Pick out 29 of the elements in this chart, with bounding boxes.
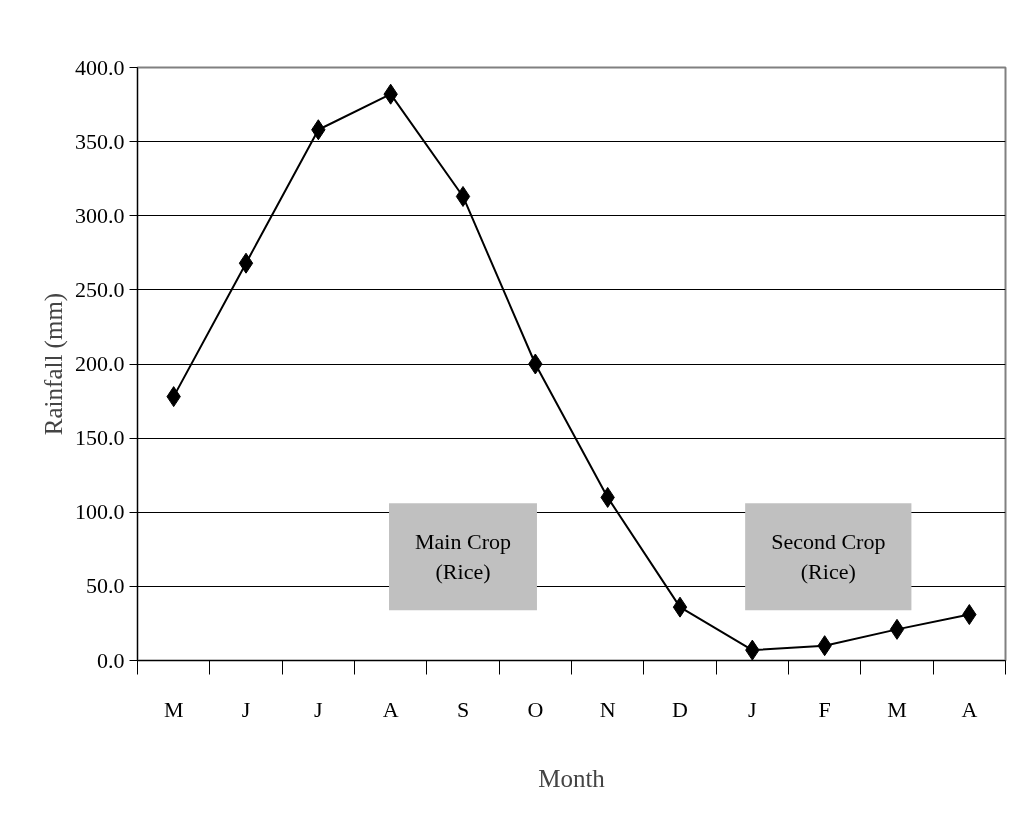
y-tick-label: 400.0 — [75, 54, 125, 80]
x-tick-label: S — [456, 696, 470, 722]
x-tick-label: F — [818, 696, 831, 722]
x-tick-label: J — [241, 696, 251, 722]
x-tick-label: M — [887, 696, 907, 722]
y-tick-label: 200.0 — [75, 351, 125, 376]
x-tick-label: N — [599, 696, 616, 722]
y-tick-label: 350.0 — [75, 128, 125, 154]
y-tick-label: 50.0 — [86, 573, 125, 599]
point — [889, 618, 905, 640]
x-tick-label: J — [314, 696, 324, 722]
x-axis-title: Month — [538, 764, 606, 792]
point — [672, 596, 688, 618]
annotation: Main Crop (Rice) — [415, 529, 511, 585]
point — [238, 252, 254, 274]
y-tick-label: 0.0 — [97, 647, 125, 673]
y-axis-title: Rainfall (mm) — [40, 292, 68, 436]
y-tick-label: 150.0 — [75, 425, 125, 451]
x-tick-label: D — [672, 696, 688, 722]
point — [455, 185, 471, 207]
y-tick-label: 300.0 — [75, 202, 125, 228]
x-tick-label: A — [382, 696, 399, 722]
x-tick-label: A — [961, 696, 978, 722]
y-tick-label: 250.0 — [75, 276, 125, 302]
x-tick-label: M — [163, 696, 184, 722]
y-tick-label: 100.0 — [75, 499, 125, 525]
x-tick-label: J — [748, 696, 758, 722]
x-tick-label: O — [527, 696, 544, 722]
annotation: Second Crop (Rice) — [771, 529, 886, 585]
